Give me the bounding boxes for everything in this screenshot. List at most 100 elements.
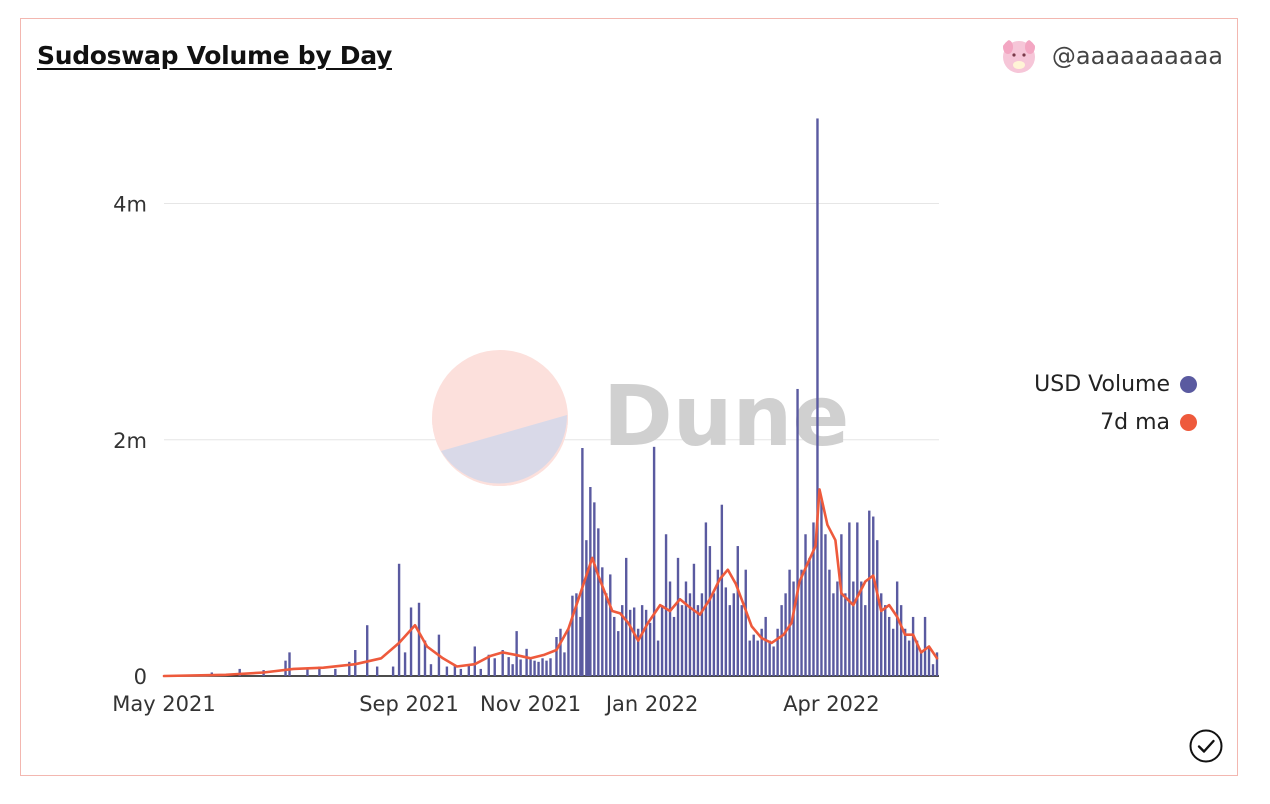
- volume-bar: [613, 616, 616, 676]
- author-name: @aaaaaaaaaa: [1051, 42, 1223, 70]
- volume-bar: [887, 616, 891, 676]
- legend-item-usd-volume[interactable]: USD Volume: [1034, 365, 1197, 403]
- volume-bar: [549, 658, 552, 676]
- legend: USD Volume 7d ma: [1034, 365, 1197, 441]
- volume-bar: [828, 569, 831, 676]
- volume-bar: [907, 640, 911, 676]
- volume-bar: [931, 664, 935, 676]
- volume-bar: [601, 567, 604, 676]
- x-tick-label: Apr 2022: [783, 692, 879, 716]
- volume-bar: [684, 581, 688, 676]
- volume-bar: [511, 664, 514, 676]
- volume-bar: [567, 628, 570, 676]
- volume-bar: [581, 448, 584, 676]
- y-tick-label: 4m: [113, 193, 147, 217]
- volume-bar: [720, 504, 724, 676]
- author-link[interactable]: @aaaaaaaaaa: [1000, 37, 1223, 75]
- volume-bar: [935, 652, 939, 676]
- volume-bar: [820, 498, 823, 676]
- volume-bar: [397, 563, 401, 676]
- volume-bar: [688, 593, 692, 676]
- volume-bars: [210, 118, 939, 676]
- volume-bar: [792, 581, 795, 676]
- check-circle-icon[interactable]: [1189, 729, 1223, 763]
- volume-bar: [473, 646, 476, 676]
- volume-bar: [644, 609, 648, 676]
- volume-bar: [660, 605, 664, 676]
- volume-bar: [860, 581, 863, 676]
- volume-bar: [507, 657, 510, 676]
- volume-bar: [844, 593, 847, 676]
- volume-bar: [696, 605, 700, 676]
- volume-bar: [453, 665, 457, 676]
- volume-bar: [640, 605, 644, 676]
- volume-bar: [824, 534, 827, 676]
- volume-bar: [704, 522, 708, 676]
- volume-bar: [403, 652, 407, 676]
- volume-bar: [529, 659, 532, 676]
- volume-bar: [812, 522, 815, 676]
- chart-card: Sudoswap Volume by Day @aaaaaaaaaa Dune …: [20, 18, 1238, 776]
- volume-bar: [632, 607, 636, 676]
- ma-line-group: [162, 488, 939, 678]
- x-axis-ticks: May 2021 Sep 2021 Nov 2021 Jan 2022 Apr 2022: [112, 692, 879, 716]
- volume-bar: [740, 605, 743, 676]
- legend-item-7d-ma[interactable]: 7d ma: [1034, 403, 1197, 441]
- volume-bar: [515, 631, 518, 676]
- volume-bar: [409, 607, 413, 676]
- x-tick-label: Nov 2021: [480, 692, 581, 716]
- volume-bar: [348, 661, 351, 676]
- volume-bar: [593, 502, 596, 676]
- volume-bar: [748, 640, 751, 676]
- volume-bar: [445, 666, 449, 676]
- volume-bar: [840, 534, 843, 676]
- volume-bar: [238, 668, 241, 676]
- volume-bar: [700, 593, 704, 676]
- volume-bar: [788, 569, 791, 676]
- volume-bar: [760, 628, 763, 676]
- volume-bar: [636, 628, 640, 676]
- volume-bar: [876, 540, 879, 676]
- volume-bar: [724, 587, 728, 676]
- volume-bar: [306, 668, 309, 676]
- volume-bar: [672, 616, 676, 676]
- volume-bar: [800, 569, 803, 676]
- volume-bar: [605, 593, 608, 676]
- volume-bar: [479, 668, 482, 676]
- volume-bar: [708, 546, 712, 676]
- volume-bar: [467, 664, 471, 676]
- volume-bar: [585, 540, 588, 676]
- volume-bar: [903, 628, 907, 676]
- volume-bar: [609, 574, 612, 676]
- volume-bar: [545, 660, 548, 676]
- volume-bar: [519, 659, 522, 676]
- volume-bar: [836, 581, 839, 676]
- volume-bar: [391, 666, 395, 676]
- legend-label-7d-ma: 7d ma: [1100, 409, 1170, 435]
- volume-bar: [680, 605, 684, 676]
- volume-bar: [848, 522, 851, 676]
- volume-bar: [571, 595, 574, 676]
- volume-bar: [923, 616, 927, 676]
- volume-bar: [375, 666, 379, 676]
- volume-bar: [780, 605, 783, 676]
- volume-bar: [712, 593, 716, 676]
- volume-bar: [732, 593, 735, 676]
- volume-bar: [648, 622, 652, 676]
- volume-bar: [284, 660, 287, 676]
- ma-line: [162, 488, 939, 678]
- volume-bar: [617, 631, 620, 676]
- volume-bar: [728, 605, 732, 676]
- volume-bar: [625, 557, 628, 676]
- volume-bar: [891, 628, 895, 676]
- volume-bar: [776, 628, 779, 676]
- volume-bar: [575, 593, 578, 676]
- volume-bar: [736, 546, 739, 676]
- volume-bar: [692, 563, 696, 676]
- volume-bar: [417, 602, 421, 676]
- volume-bar: [555, 637, 558, 676]
- volume-bar: [621, 605, 624, 676]
- volume-bar: [816, 118, 819, 676]
- chart-title[interactable]: Sudoswap Volume by Day: [37, 41, 392, 70]
- volume-bar: [744, 569, 747, 676]
